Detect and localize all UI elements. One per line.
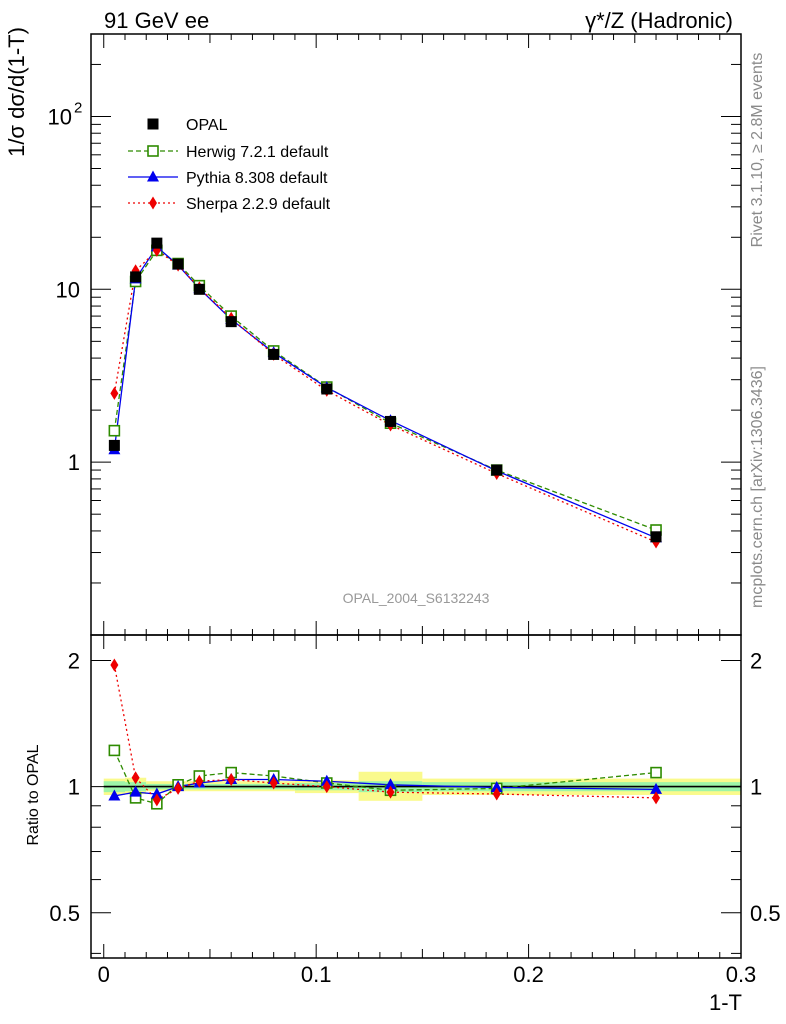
main-point-opal-4 (193, 283, 205, 295)
ratio-y-tick-label-right-1: 1 (750, 775, 762, 800)
legend-marker-opal (147, 118, 159, 130)
ratio-point-pythia-8 (384, 778, 397, 790)
main-point-opal-3 (172, 258, 184, 270)
main-point-opal-2 (151, 237, 163, 249)
ratio-panel-frame (90, 634, 742, 959)
main-series-group (108, 237, 663, 549)
main-point-opal-1 (130, 271, 142, 283)
main-point-opal-5 (225, 316, 237, 328)
ratio-y-tick-label-left-0: 0.5 (49, 901, 80, 926)
main-point-opal-7 (321, 383, 333, 395)
ratio-point-pythia-0 (108, 789, 121, 801)
x-axis-label: 1-T (709, 990, 742, 1015)
legend-label-pythia: Pythia 8.308 default (186, 170, 328, 187)
ratio-point-sherpa-2 (152, 793, 161, 807)
main-point-opal-9 (491, 464, 503, 476)
main-point-opal-10 (650, 531, 662, 543)
ratio-point-sherpa-4 (195, 774, 204, 788)
x-tick-label-1: 0.1 (301, 962, 332, 987)
main-point-opal-0 (108, 439, 120, 451)
ratio-point-herwig-0 (108, 744, 121, 757)
legend-marker-pythia (147, 170, 159, 182)
header-left: 91 GeV ee (104, 8, 209, 33)
x-tick-label-2: 0.2 (513, 962, 544, 987)
legend-label-opal: OPAL (186, 117, 228, 134)
main-point-opal-8 (385, 415, 397, 427)
main-point-opal-6 (268, 348, 280, 360)
ratio-y-tick-label-left-2: 2 (68, 648, 80, 673)
legend: OPAL Herwig 7.2.1 default Pythia 8.308 def… (128, 117, 331, 213)
ratio-point-sherpa-0 (110, 658, 119, 672)
ratio-point-pythia-2 (150, 787, 163, 799)
ratio-point-pythia-9 (490, 781, 503, 793)
ratio-point-sherpa-1 (131, 771, 140, 785)
ratio-point-sherpa-8 (386, 785, 395, 799)
rivet-version-label: Rivet 3.1.10, ≥ 2.8M events (749, 53, 766, 248)
main-y-tick-label-0: 1 (68, 450, 80, 475)
header-right: γ*/Z (Hadronic) (585, 8, 733, 33)
ratio-y-axis-label: Ratio to OPAL (25, 744, 42, 845)
ratio-point-sherpa-3 (174, 781, 183, 795)
main-point-herwig-0 (108, 424, 121, 437)
main-y-tick-label-1: 10 (56, 277, 80, 302)
ratio-point-sherpa-9 (492, 787, 501, 801)
ratio-y-tick-label-left-1: 1 (68, 775, 80, 800)
ratio-point-pythia-10 (650, 782, 663, 794)
ratio-point-sherpa-6 (269, 776, 278, 790)
ratio-y-tick-label-right-0: 0.5 (750, 901, 781, 926)
ratio-y-tick-label-right-2: 2 (750, 648, 762, 673)
ratio-point-pythia-1 (129, 785, 142, 797)
x-tick-label-0: 0 (98, 962, 110, 987)
ratio-point-sherpa-7 (322, 780, 331, 794)
legend-label-sherpa: Sherpa 2.2.9 default (186, 196, 331, 213)
mcplots-credit-label: mcplots.cern.ch [arXiv:1306.3436] (749, 366, 766, 608)
ratio-point-sherpa-10 (652, 791, 661, 805)
ratio-point-sherpa-5 (227, 772, 236, 786)
ratio-point-herwig-10 (650, 766, 662, 779)
legend-marker-sherpa (149, 196, 157, 210)
analysis-id-label: OPAL_2004_S6132243 (343, 590, 490, 606)
main-y-tick-exponent-2: 2 (74, 99, 82, 116)
ratio-line-herwig (113, 750, 657, 805)
main-line-sherpa (113, 249, 657, 543)
legend-label-herwig: Herwig 7.2.1 default (186, 144, 329, 161)
legend-marker-herwig (147, 145, 159, 157)
main-point-sherpa-0 (110, 386, 119, 400)
main-y-tick-label-2: 10 (48, 104, 72, 129)
ratio-line-sherpa (113, 664, 657, 801)
x-tick-label-3: 0.3 (726, 962, 757, 987)
ratio-series-group (103, 658, 741, 810)
main-y-axis-label: 1/σ dσ/d(1-T) (4, 27, 29, 157)
